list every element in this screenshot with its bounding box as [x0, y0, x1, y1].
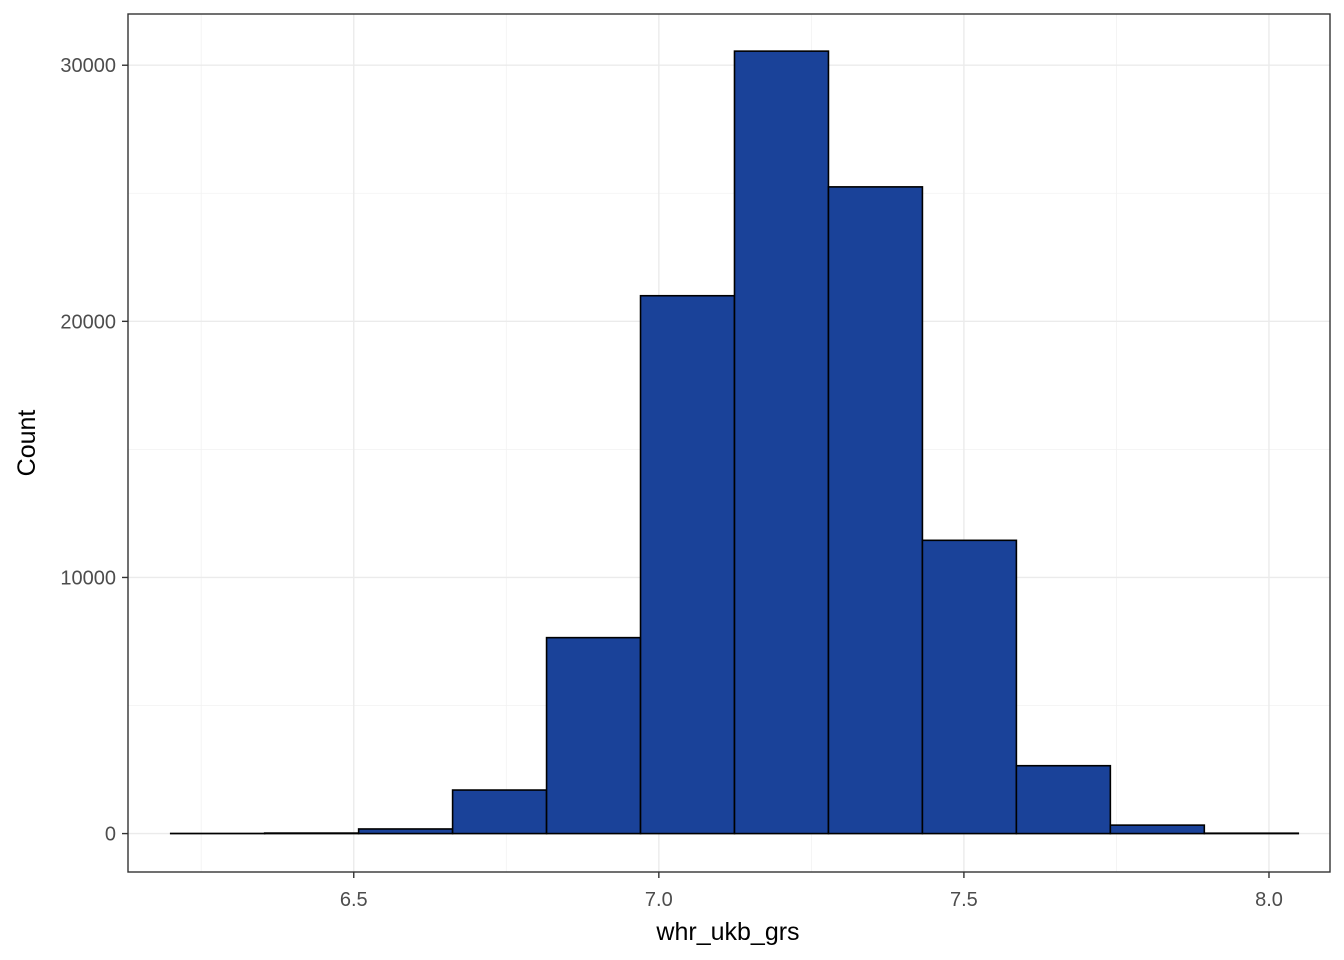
y-axis: 0 10000 20000 30000: [60, 55, 128, 846]
panel-border: [127, 13, 1331, 873]
histogram-bar-5: [639, 294, 736, 835]
x-tick-label-1: 7.0: [645, 889, 673, 911]
histogram-bar-4: [545, 636, 642, 835]
y-tick-label-0: 0: [105, 824, 116, 846]
histogram-bar-3: [451, 789, 548, 835]
histogram-bar-10: [1109, 824, 1206, 835]
y-axis-title: Count: [13, 410, 41, 477]
histogram-bars: [169, 50, 1300, 835]
x-axis: 6.5 7.0 7.5 8.0: [340, 872, 1283, 911]
histogram-bar-1: [263, 832, 360, 835]
histogram-bar-2: [357, 828, 454, 835]
y-tick-label-3: 30000: [60, 55, 116, 77]
x-tick-label-0: 6.5: [340, 889, 368, 911]
histogram-bar-7: [827, 186, 924, 835]
y-tick-label-2: 20000: [60, 311, 116, 333]
x-tick-label-3: 8.0: [1255, 889, 1283, 911]
histogram-bar-9: [1015, 764, 1112, 835]
histogram-bar-6: [733, 50, 830, 835]
x-tick-label-2: 7.5: [950, 889, 978, 911]
y-tick-label-1: 10000: [60, 567, 116, 589]
x-axis-title: whr_ukb_grs: [655, 918, 799, 946]
histogram-bar-8: [921, 539, 1018, 835]
